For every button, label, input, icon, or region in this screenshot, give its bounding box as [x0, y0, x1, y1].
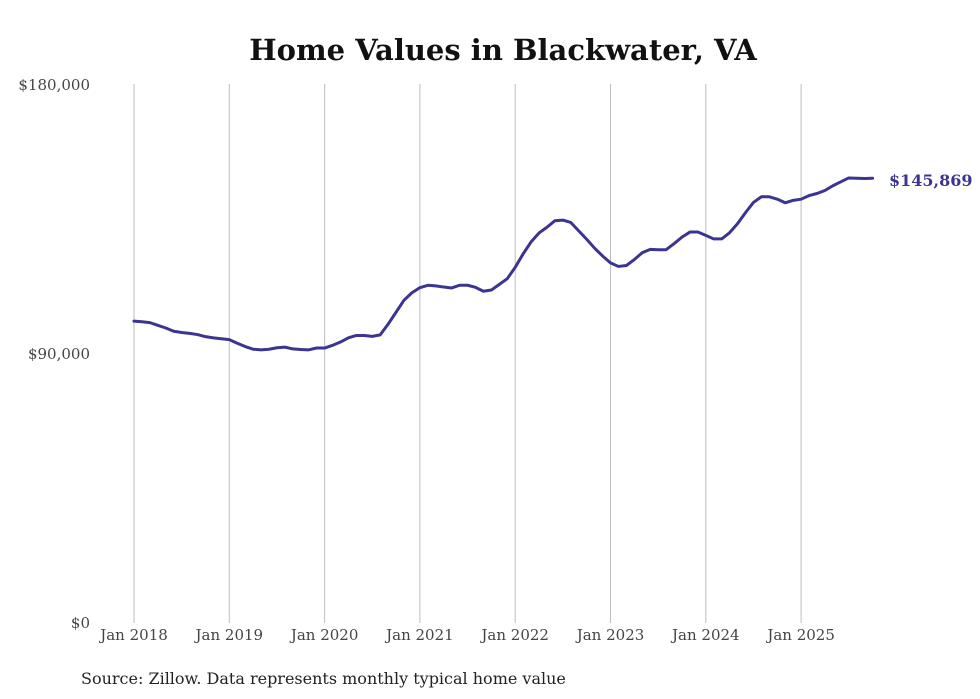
series-layer	[132, 176, 875, 352]
y-tick-label: $90,000	[28, 345, 90, 363]
x-tick-label: Jan 2018	[98, 626, 168, 644]
series-line-0	[132, 176, 875, 352]
x-tick-label: Jan 2019	[194, 626, 264, 644]
x-tick-label: Jan 2022	[479, 626, 549, 644]
grid-lines	[133, 84, 802, 623]
y-axis-labels: $0 $90,000 $180,000	[18, 76, 90, 632]
source-note: Source: Zillow. Data represents monthly …	[81, 669, 566, 688]
x-tick-label: Jan 2020	[289, 626, 359, 644]
x-axis-labels: Jan 2018 Jan 2019 Jan 2020 Jan 2021 Jan 2022…	[98, 626, 835, 644]
x-tick-label: Jan 2024	[670, 626, 740, 644]
x-tick-label: Jan 2021	[384, 626, 454, 644]
y-tick-label: $0	[71, 614, 90, 632]
y-tick-label: $180,000	[18, 76, 90, 94]
x-tick-label: Jan 2023	[575, 626, 645, 644]
last-value-label: $145,869	[889, 171, 973, 190]
x-tick-label: Jan 2025	[765, 626, 835, 644]
chart-title: Home Values in Blackwater, VA	[249, 33, 757, 67]
